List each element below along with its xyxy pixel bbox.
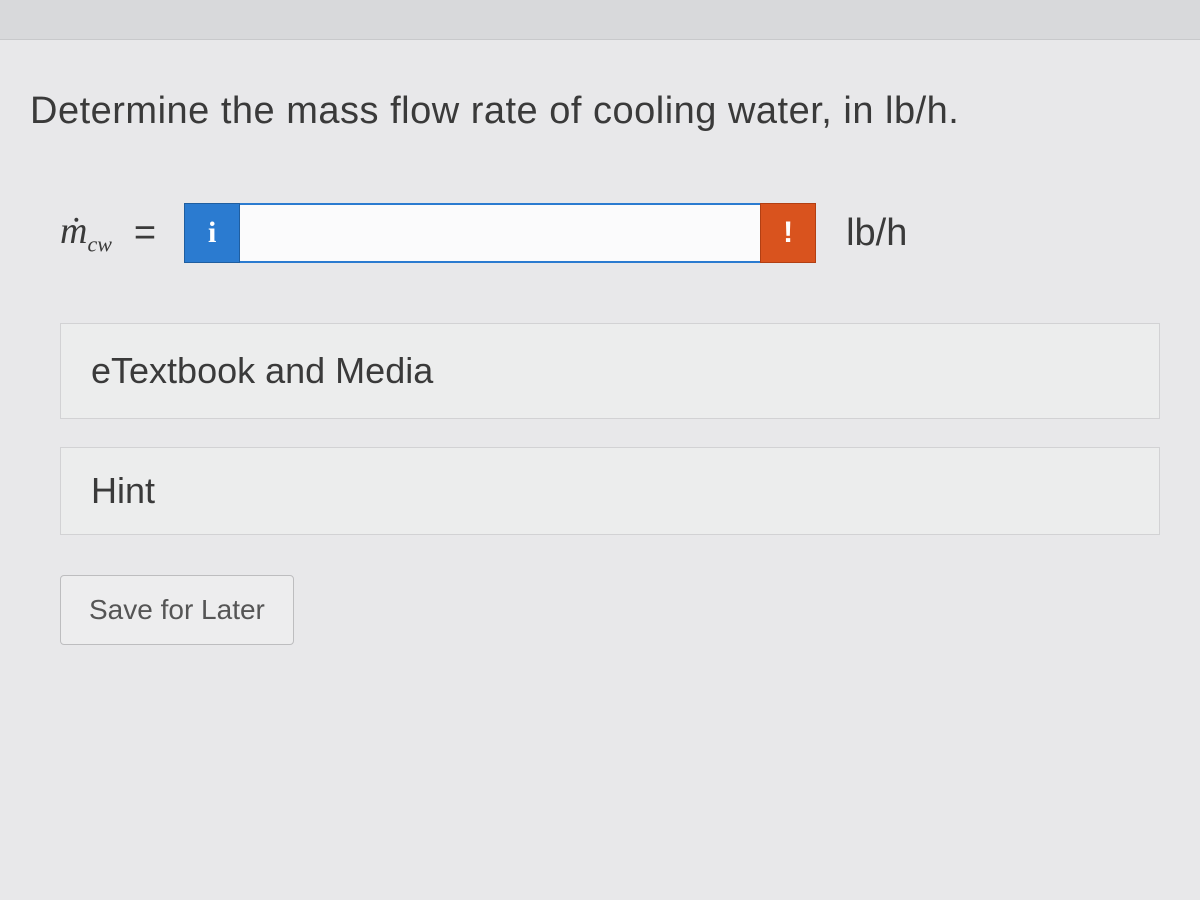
question-page: Determine the mass flow rate of cooling …: [0, 0, 1200, 675]
variable-label: ṁcw: [60, 209, 112, 258]
save-for-later-button[interactable]: Save for Later: [60, 575, 294, 645]
top-header-strip: [0, 0, 1200, 40]
error-icon[interactable]: !: [760, 203, 816, 263]
equals-sign: =: [134, 212, 156, 255]
etextbook-media-link[interactable]: eTextbook and Media: [60, 323, 1160, 419]
hint-link[interactable]: Hint: [60, 447, 1160, 535]
question-prompt: Determine the mass flow rate of cooling …: [30, 90, 1170, 133]
variable-subscript: cw: [87, 231, 111, 256]
etextbook-media-label: eTextbook and Media: [91, 350, 433, 391]
answer-row: ṁcw = i ! lb/h: [30, 203, 1170, 263]
answer-input[interactable]: [240, 203, 760, 263]
unit-label: lb/h: [846, 212, 907, 255]
variable-base: ṁ: [60, 210, 87, 252]
info-icon[interactable]: i: [184, 203, 240, 263]
hint-label: Hint: [91, 470, 155, 511]
